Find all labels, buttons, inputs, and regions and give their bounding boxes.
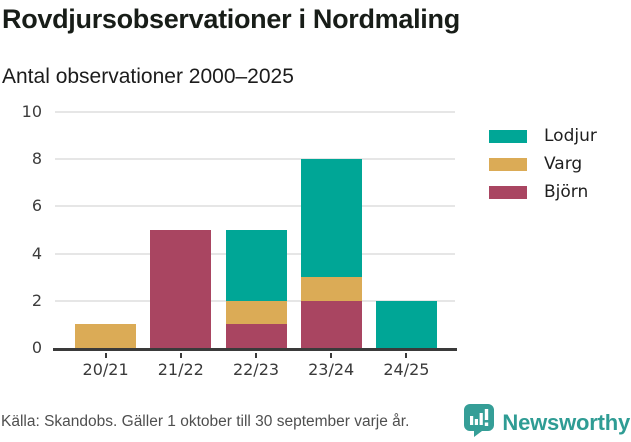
x-axis-tick-label: 24/25 <box>383 360 430 379</box>
legend-item-bjrn: Björn <box>489 182 597 202</box>
plot-area: 20/21 21/22 22/23 23/24 24/25 <box>53 111 457 379</box>
newsworthy-wordmark: Newsworthy <box>502 409 630 435</box>
chart-subtitle: Antal observationer 2000–2025 <box>2 65 294 88</box>
x-axis-tick <box>104 353 107 358</box>
x-axis-tick-label: 23/24 <box>308 360 355 379</box>
bar-segment-varg-22-23 <box>225 300 287 325</box>
x-axis-tick <box>255 353 257 358</box>
gridline-y-6 <box>55 205 455 208</box>
bar-segment-lodjur-24-25 <box>375 300 437 348</box>
y-axis-tick-label: 6 <box>31 196 42 216</box>
legend-swatch <box>489 129 527 143</box>
newsworthy-logo: Newsworthy <box>463 403 630 442</box>
y-axis-tick-label: 8 <box>31 149 42 169</box>
chart-title: Rovdjursobservationer i Nordmaling <box>2 4 460 34</box>
source-note: Källa: Skandobs. Gäller 1 oktober till 3… <box>1 413 410 430</box>
newsworthy-bubble-chart-icon <box>463 403 495 442</box>
y-axis-tick-label: 0 <box>31 338 42 357</box>
legend-item-varg: Varg <box>489 154 597 174</box>
legend-swatch <box>489 185 527 199</box>
x-axis-line <box>53 348 457 351</box>
bar-segment-lodjur-22-23 <box>225 230 287 301</box>
y-axis-tick-label: 10 <box>21 102 42 121</box>
x-axis-tick-label: 22/23 <box>232 360 280 379</box>
legend-swatch <box>489 157 527 171</box>
gridline-y-8 <box>55 158 455 161</box>
legend: Lodjur Varg Björn <box>489 126 597 202</box>
legend-label: Varg <box>544 154 583 174</box>
bar-segment-björn-23-24 <box>300 300 362 348</box>
y-axis-tick-label: 4 <box>31 243 42 263</box>
x-axis-tick-label: 21/22 <box>157 360 204 379</box>
bar-segment-björn-22-23 <box>225 324 287 348</box>
legend-label: Björn <box>544 182 589 202</box>
x-axis-tick <box>405 353 408 358</box>
bar-segment-varg-20-21 <box>75 324 137 348</box>
x-axis-tick-label: 20/21 <box>82 360 129 379</box>
x-axis-tick <box>330 353 333 358</box>
y-axis-tick-label: 2 <box>31 290 42 310</box>
legend-label: Lodjur <box>544 126 597 146</box>
legend-item-lodjur: Lodjur <box>489 126 597 146</box>
bar-segment-lodjur-23-24 <box>300 159 362 278</box>
bar-segment-björn-21-22 <box>150 230 212 348</box>
bar-segment-varg-23-24 <box>300 277 362 301</box>
gridline-y-10 <box>55 111 455 113</box>
x-axis-tick <box>179 353 182 358</box>
